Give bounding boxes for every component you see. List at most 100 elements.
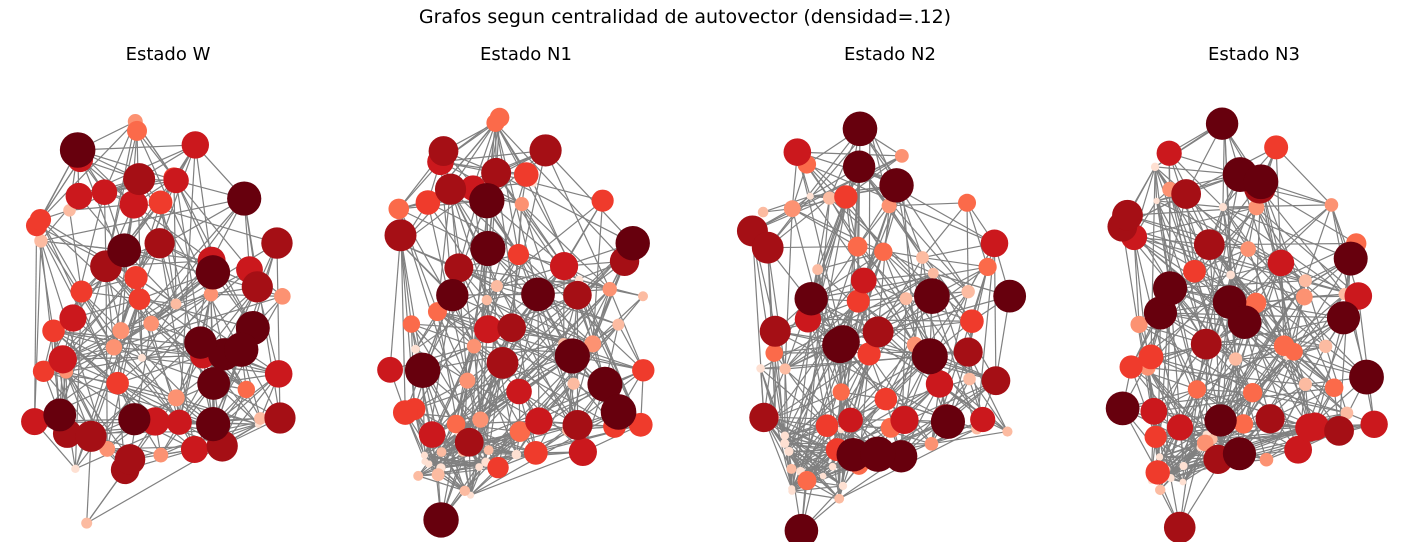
graph-node (112, 322, 130, 340)
graph-edge (62, 242, 161, 360)
graph-edge (1133, 237, 1140, 325)
graph-node (459, 485, 471, 497)
graph-node (475, 463, 484, 471)
graph-edge (389, 235, 402, 370)
graph-edge (466, 380, 521, 433)
graph-node (163, 167, 189, 194)
graph-node (1259, 452, 1274, 467)
graph-node (513, 162, 539, 187)
graph-node (757, 206, 769, 218)
graph-node (264, 402, 296, 434)
graph-node (806, 192, 814, 200)
graph-node (127, 120, 148, 141)
graph-node (1284, 435, 1313, 464)
graph-edge (1170, 280, 1306, 289)
graph-node (1204, 404, 1237, 437)
graph-edge (767, 127, 871, 249)
graph-node (1340, 406, 1354, 420)
graph-node (1243, 164, 1279, 200)
graph-edge (1133, 236, 1359, 297)
graph-edge (538, 295, 644, 422)
graph-node (834, 185, 858, 209)
graph-edge (774, 417, 793, 489)
graph-edge (400, 244, 406, 413)
graph-node (780, 431, 790, 440)
graph-node (413, 470, 424, 481)
graph-node (587, 366, 623, 402)
graph-node (418, 421, 446, 448)
graph-node (107, 233, 142, 268)
panel-estado-n2: Estado N2 (736, 40, 1040, 542)
graph-node (118, 403, 151, 436)
graph-node (1205, 107, 1239, 140)
graph-node (459, 372, 476, 389)
graph-edge (784, 391, 842, 444)
graph-node (1255, 404, 1285, 434)
graph-node (153, 447, 169, 463)
graph-node (489, 107, 510, 128)
graph-node (1187, 380, 1207, 399)
graph-edge (800, 272, 934, 472)
graph-edge (276, 243, 281, 419)
graph-edge (811, 266, 988, 300)
graph-node (114, 444, 146, 475)
graph-node (404, 352, 441, 389)
graph-edge (175, 180, 213, 261)
graph-node (822, 327, 859, 364)
graph-edge (545, 150, 611, 290)
figure-title: Grafos segun centralidad de autovector (… (418, 6, 952, 28)
graph-node (490, 280, 503, 293)
graph-node (591, 189, 614, 212)
graph-node (1166, 414, 1194, 441)
graph-node (1153, 197, 1160, 205)
graph-node (1344, 282, 1373, 310)
graph-node (812, 264, 824, 275)
graph-node (473, 315, 502, 344)
graph-node (1196, 434, 1214, 452)
graph-edge (495, 172, 565, 267)
graph-node (788, 487, 796, 495)
graph-node (415, 190, 441, 215)
node-group (736, 111, 1027, 542)
graph-node (436, 278, 469, 312)
graph-edge (496, 200, 603, 287)
graph-node (123, 163, 156, 196)
graph-node (431, 468, 445, 482)
graph-node (786, 463, 797, 474)
graph-node (1193, 229, 1225, 261)
graph-node (1222, 437, 1257, 471)
graph-edge (113, 271, 214, 348)
graph-edge (1222, 206, 1327, 347)
graph-node (993, 279, 1027, 313)
graph-node (794, 282, 828, 316)
graph-estado-w (21, 114, 296, 529)
graph-node (1119, 355, 1143, 379)
graph-node (166, 409, 192, 435)
graph-edge (767, 128, 861, 249)
graph-edge (868, 353, 932, 445)
graph-node (21, 408, 49, 436)
graph-node (980, 229, 1009, 258)
graph-node (894, 148, 909, 163)
graph-edge (1222, 206, 1351, 260)
graph-edge (774, 300, 859, 418)
panel-title-estado-w: Estado W (125, 44, 211, 65)
graph-edge (1127, 206, 1257, 216)
graph-node (925, 370, 954, 398)
graph-edge (486, 299, 593, 345)
graph-node (554, 338, 590, 374)
graph-node (497, 313, 526, 342)
graph-edge (1222, 204, 1332, 208)
graph-edge (592, 261, 626, 345)
panel-title-estado-n1: Estado N1 (480, 44, 572, 65)
graph-edge (788, 391, 842, 452)
graph-node (847, 236, 868, 257)
graph-node (1240, 241, 1256, 257)
graph-edge (784, 442, 844, 487)
graph-node (181, 131, 210, 159)
graph-edge (431, 362, 503, 436)
graph-node (797, 471, 817, 491)
graph-node (783, 138, 812, 166)
graph-node (423, 502, 459, 538)
graph-edge (1293, 258, 1352, 353)
